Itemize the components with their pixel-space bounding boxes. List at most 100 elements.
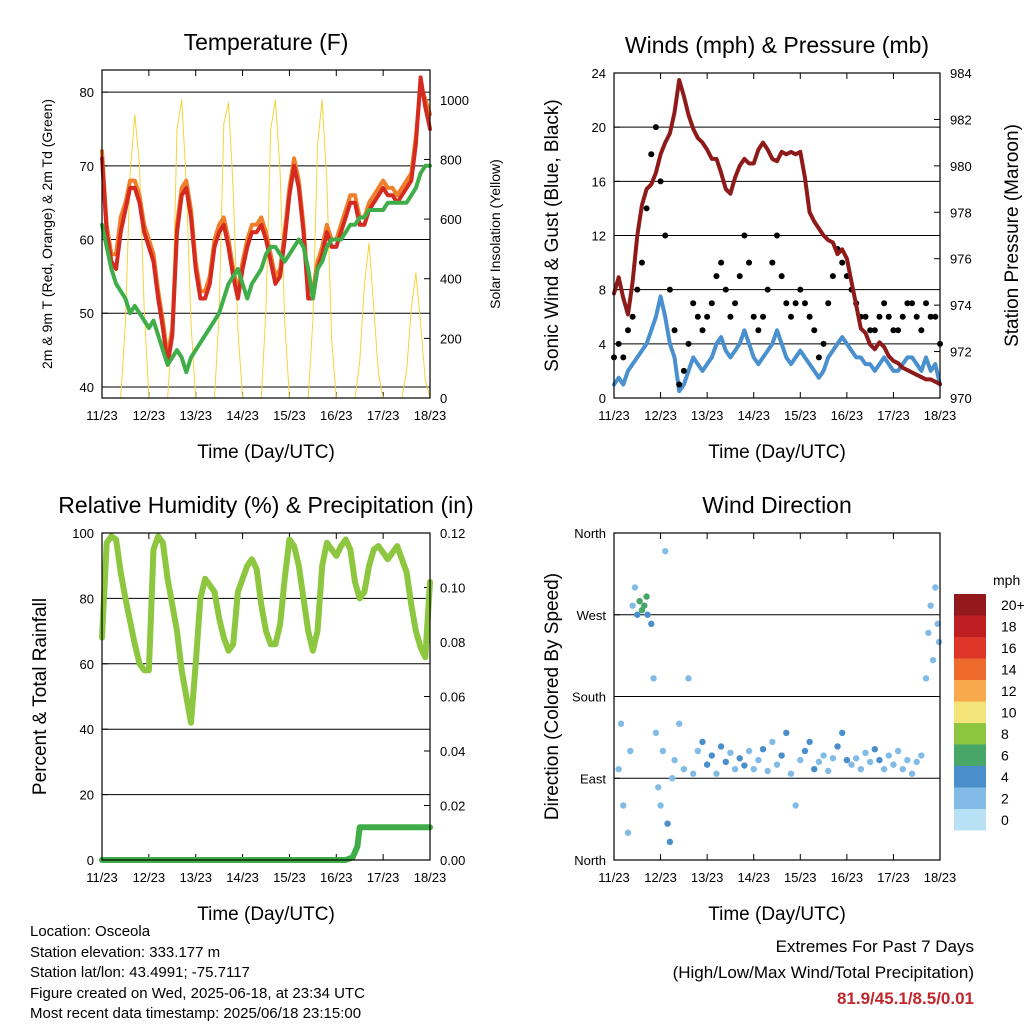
colorbar-label: 10 <box>1001 705 1017 721</box>
data-point <box>890 327 897 334</box>
station-info: Location: Osceola Station elevation: 333… <box>30 922 365 1025</box>
data-point <box>648 151 655 158</box>
data-point <box>774 232 780 239</box>
colorbar-label: 0 <box>1001 812 1009 828</box>
data-point <box>913 758 920 766</box>
data-point <box>769 738 776 746</box>
data-point <box>783 729 790 737</box>
y-tick-label: 16 <box>592 174 606 189</box>
data-point <box>708 300 715 307</box>
data-point <box>764 767 771 775</box>
data-point <box>918 327 925 334</box>
colorbar-swatch <box>954 809 986 831</box>
data-point <box>932 584 939 591</box>
y2-tick-label: 976 <box>950 252 972 267</box>
data-point <box>773 761 781 768</box>
data-point <box>839 729 846 737</box>
data-point <box>894 747 902 755</box>
data-point <box>731 765 739 773</box>
data-point <box>829 755 837 762</box>
data-point <box>671 327 678 334</box>
x-axis-label: Time (Day/UTC) <box>708 442 846 463</box>
data-point <box>787 770 795 777</box>
plot-area <box>99 533 433 863</box>
data-point <box>703 761 711 768</box>
data-point <box>627 747 634 755</box>
x-tick-label: 16/23 <box>320 870 353 885</box>
data-point <box>913 313 920 320</box>
y-tick-label: 70 <box>80 159 94 174</box>
data-point <box>801 747 809 755</box>
y2-tick-label: 972 <box>950 345 972 360</box>
y-tick-label: North <box>574 853 606 868</box>
data-point <box>755 756 762 764</box>
extremes-panel: Extremes For Past 7 Days (High/Low/Max W… <box>673 934 974 1012</box>
y2-tick-label: 0.12 <box>440 526 465 541</box>
colorbar-swatch <box>954 744 986 766</box>
data-point <box>904 300 911 307</box>
data-point <box>615 340 622 347</box>
data-point <box>620 802 627 809</box>
data-point <box>631 584 639 591</box>
data-point <box>666 286 673 293</box>
data-point <box>820 752 827 759</box>
data-point <box>727 749 734 757</box>
colorbar-swatch <box>954 787 986 809</box>
data-point <box>699 738 706 746</box>
y2-axis-label: Solar Insolation (Yellow) <box>487 159 503 309</box>
data-point <box>857 765 865 773</box>
data-point <box>664 820 671 827</box>
data-point <box>680 765 688 773</box>
y2-axis-label: Station Pressure (Maroon) <box>1002 124 1023 347</box>
data-point <box>615 765 622 773</box>
plot-frame <box>101 532 431 861</box>
y2-tick-label: 982 <box>950 112 972 127</box>
data-point <box>760 313 767 320</box>
y-tick-label: 8 <box>599 283 606 298</box>
x-tick-label: 15/23 <box>273 870 306 885</box>
data-point <box>671 756 678 764</box>
data-point <box>825 300 832 307</box>
data-point <box>638 259 645 266</box>
x-tick-label: 14/23 <box>737 408 770 423</box>
chart-title: Relative Humidity (%) & Precipitation (i… <box>58 492 473 518</box>
y2-tick-label: 974 <box>950 298 972 313</box>
y2-tick-label: 984 <box>950 66 972 81</box>
data-point <box>929 656 937 664</box>
data-point <box>922 675 930 682</box>
y2-tick-label: 0.00 <box>440 853 465 868</box>
y-axis-label: Direction (Colored By Speed) <box>542 573 563 820</box>
data-point <box>634 611 641 618</box>
data-point <box>745 747 753 755</box>
chart-title: Temperature (F) <box>184 29 349 55</box>
data-point <box>839 259 846 266</box>
data-point <box>689 770 697 777</box>
data-point <box>750 313 757 320</box>
colorbar-swatch <box>954 766 986 788</box>
data-point <box>708 752 715 759</box>
y2-tick-label: 1000 <box>440 93 469 108</box>
colorbar-label: 14 <box>1001 662 1017 678</box>
plot-area <box>100 75 432 399</box>
y-tick-label: 100 <box>72 526 94 541</box>
data-point <box>866 758 874 766</box>
data-point <box>909 300 916 307</box>
y-tick-label: North <box>574 526 606 541</box>
data-point <box>736 273 743 280</box>
colorbar-title: mph <box>993 572 1020 588</box>
data-point <box>935 638 943 646</box>
data-point <box>806 738 813 746</box>
data-point <box>811 765 818 773</box>
plot-frame <box>613 532 941 861</box>
y-axis-label: Percent & Total Rainfall <box>30 598 51 795</box>
y-tick-label: 60 <box>80 233 94 248</box>
y-tick-label: 80 <box>80 591 94 606</box>
data-point <box>843 756 851 764</box>
colorbar-label: 8 <box>1001 726 1009 742</box>
data-point <box>806 313 813 320</box>
data-point <box>852 755 860 762</box>
series-line <box>612 78 942 387</box>
x-tick-label: 15/23 <box>784 408 817 423</box>
x-tick-label: 13/23 <box>691 408 724 423</box>
